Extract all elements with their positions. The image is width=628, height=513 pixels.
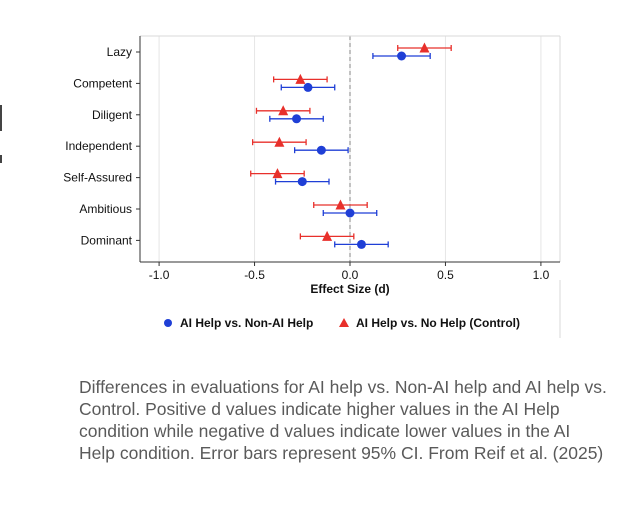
category-label: Dominant	[81, 233, 133, 247]
legend-item: AI Help vs. No Help (Control)	[339, 316, 520, 330]
data-point-triangle	[322, 230, 333, 241]
forest-plot: Lazy Competent Diligent Independent Self-Ass…	[63, 35, 561, 338]
legend-label: AI Help vs. Non-AI Help	[180, 316, 313, 330]
data-point-circle	[345, 208, 355, 218]
category-label: Independent	[65, 139, 132, 153]
data-point-circle	[316, 145, 326, 155]
x-tick-label: 0.0	[342, 268, 359, 282]
data-point-circle	[303, 82, 313, 92]
category-label: Self-Assured	[63, 171, 132, 185]
category-label: Competent	[73, 76, 132, 90]
x-axis-title: Effect Size (d)	[310, 282, 389, 296]
data-point-circle	[356, 239, 366, 249]
data-point-triangle	[295, 73, 306, 84]
data-point-triangle	[419, 42, 430, 53]
figure-caption: Differences in evaluations for AI help v…	[79, 377, 607, 463]
legend-label: AI Help vs. No Help (Control)	[356, 316, 520, 330]
legend-item: AI Help vs. Non-AI Help	[164, 316, 313, 330]
series-ai-vs-non-ai	[269, 51, 431, 249]
x-tick-label: -1.0	[149, 268, 170, 282]
cropped-text-fragment	[0, 150, 3, 163]
chart-svg: Lazy Competent Diligent Independent Self-Ass…	[63, 35, 561, 338]
data-point-triangle	[274, 136, 285, 147]
x-tick-label: -0.5	[244, 268, 265, 282]
x-tick-label: 0.5	[437, 268, 454, 282]
category-label: Ambitious	[79, 202, 132, 216]
data-point-triangle	[335, 199, 346, 210]
legend-circle-icon	[164, 319, 172, 327]
category-label: Lazy	[107, 45, 132, 59]
data-point-circle	[297, 177, 307, 187]
series-ai-vs-control	[250, 42, 452, 241]
cropped-text-fragment	[0, 105, 3, 131]
data-point-circle	[397, 51, 407, 61]
category-label: Diligent	[92, 108, 133, 122]
x-tick-label: 1.0	[533, 268, 550, 282]
data-point-triangle	[278, 105, 289, 116]
data-point-triangle	[272, 168, 283, 179]
data-point-circle	[292, 114, 302, 124]
legend-triangle-icon	[339, 318, 349, 327]
